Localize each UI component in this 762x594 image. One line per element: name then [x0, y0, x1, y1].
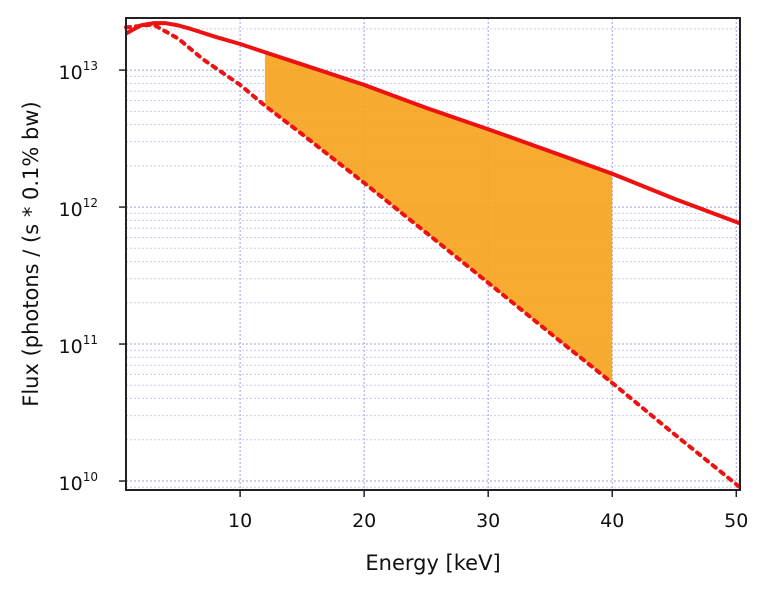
y-tick-label: 1013 [59, 59, 98, 84]
plot-frame [125, 17, 741, 491]
solid-series-line [125, 21, 741, 226]
x-tick-label: 20 [352, 510, 376, 532]
dotted-series-line [124, 22, 742, 490]
y-tick-label: 1012 [59, 196, 98, 221]
y-tick-label: 1011 [59, 333, 98, 358]
y-axis-ticks: 1010 1011 1012 1013 [59, 59, 126, 495]
y-tick-label: 1010 [59, 470, 98, 495]
x-tick-label: 10 [228, 510, 252, 532]
x-axis-ticks: 10 20 30 40 50 [228, 490, 748, 532]
x-tick-label: 30 [476, 510, 500, 532]
x-tick-label: 40 [600, 510, 624, 532]
y-axis-title: Flux (photons / (s * 0.1% bw) [19, 101, 43, 406]
shaded-region [264, 52, 613, 383]
grid [126, 18, 740, 490]
shaded-area [264, 52, 613, 383]
x-axis-title: Energy [keV] [365, 551, 500, 575]
series-lines [124, 21, 742, 490]
x-tick-label: 50 [724, 510, 748, 532]
